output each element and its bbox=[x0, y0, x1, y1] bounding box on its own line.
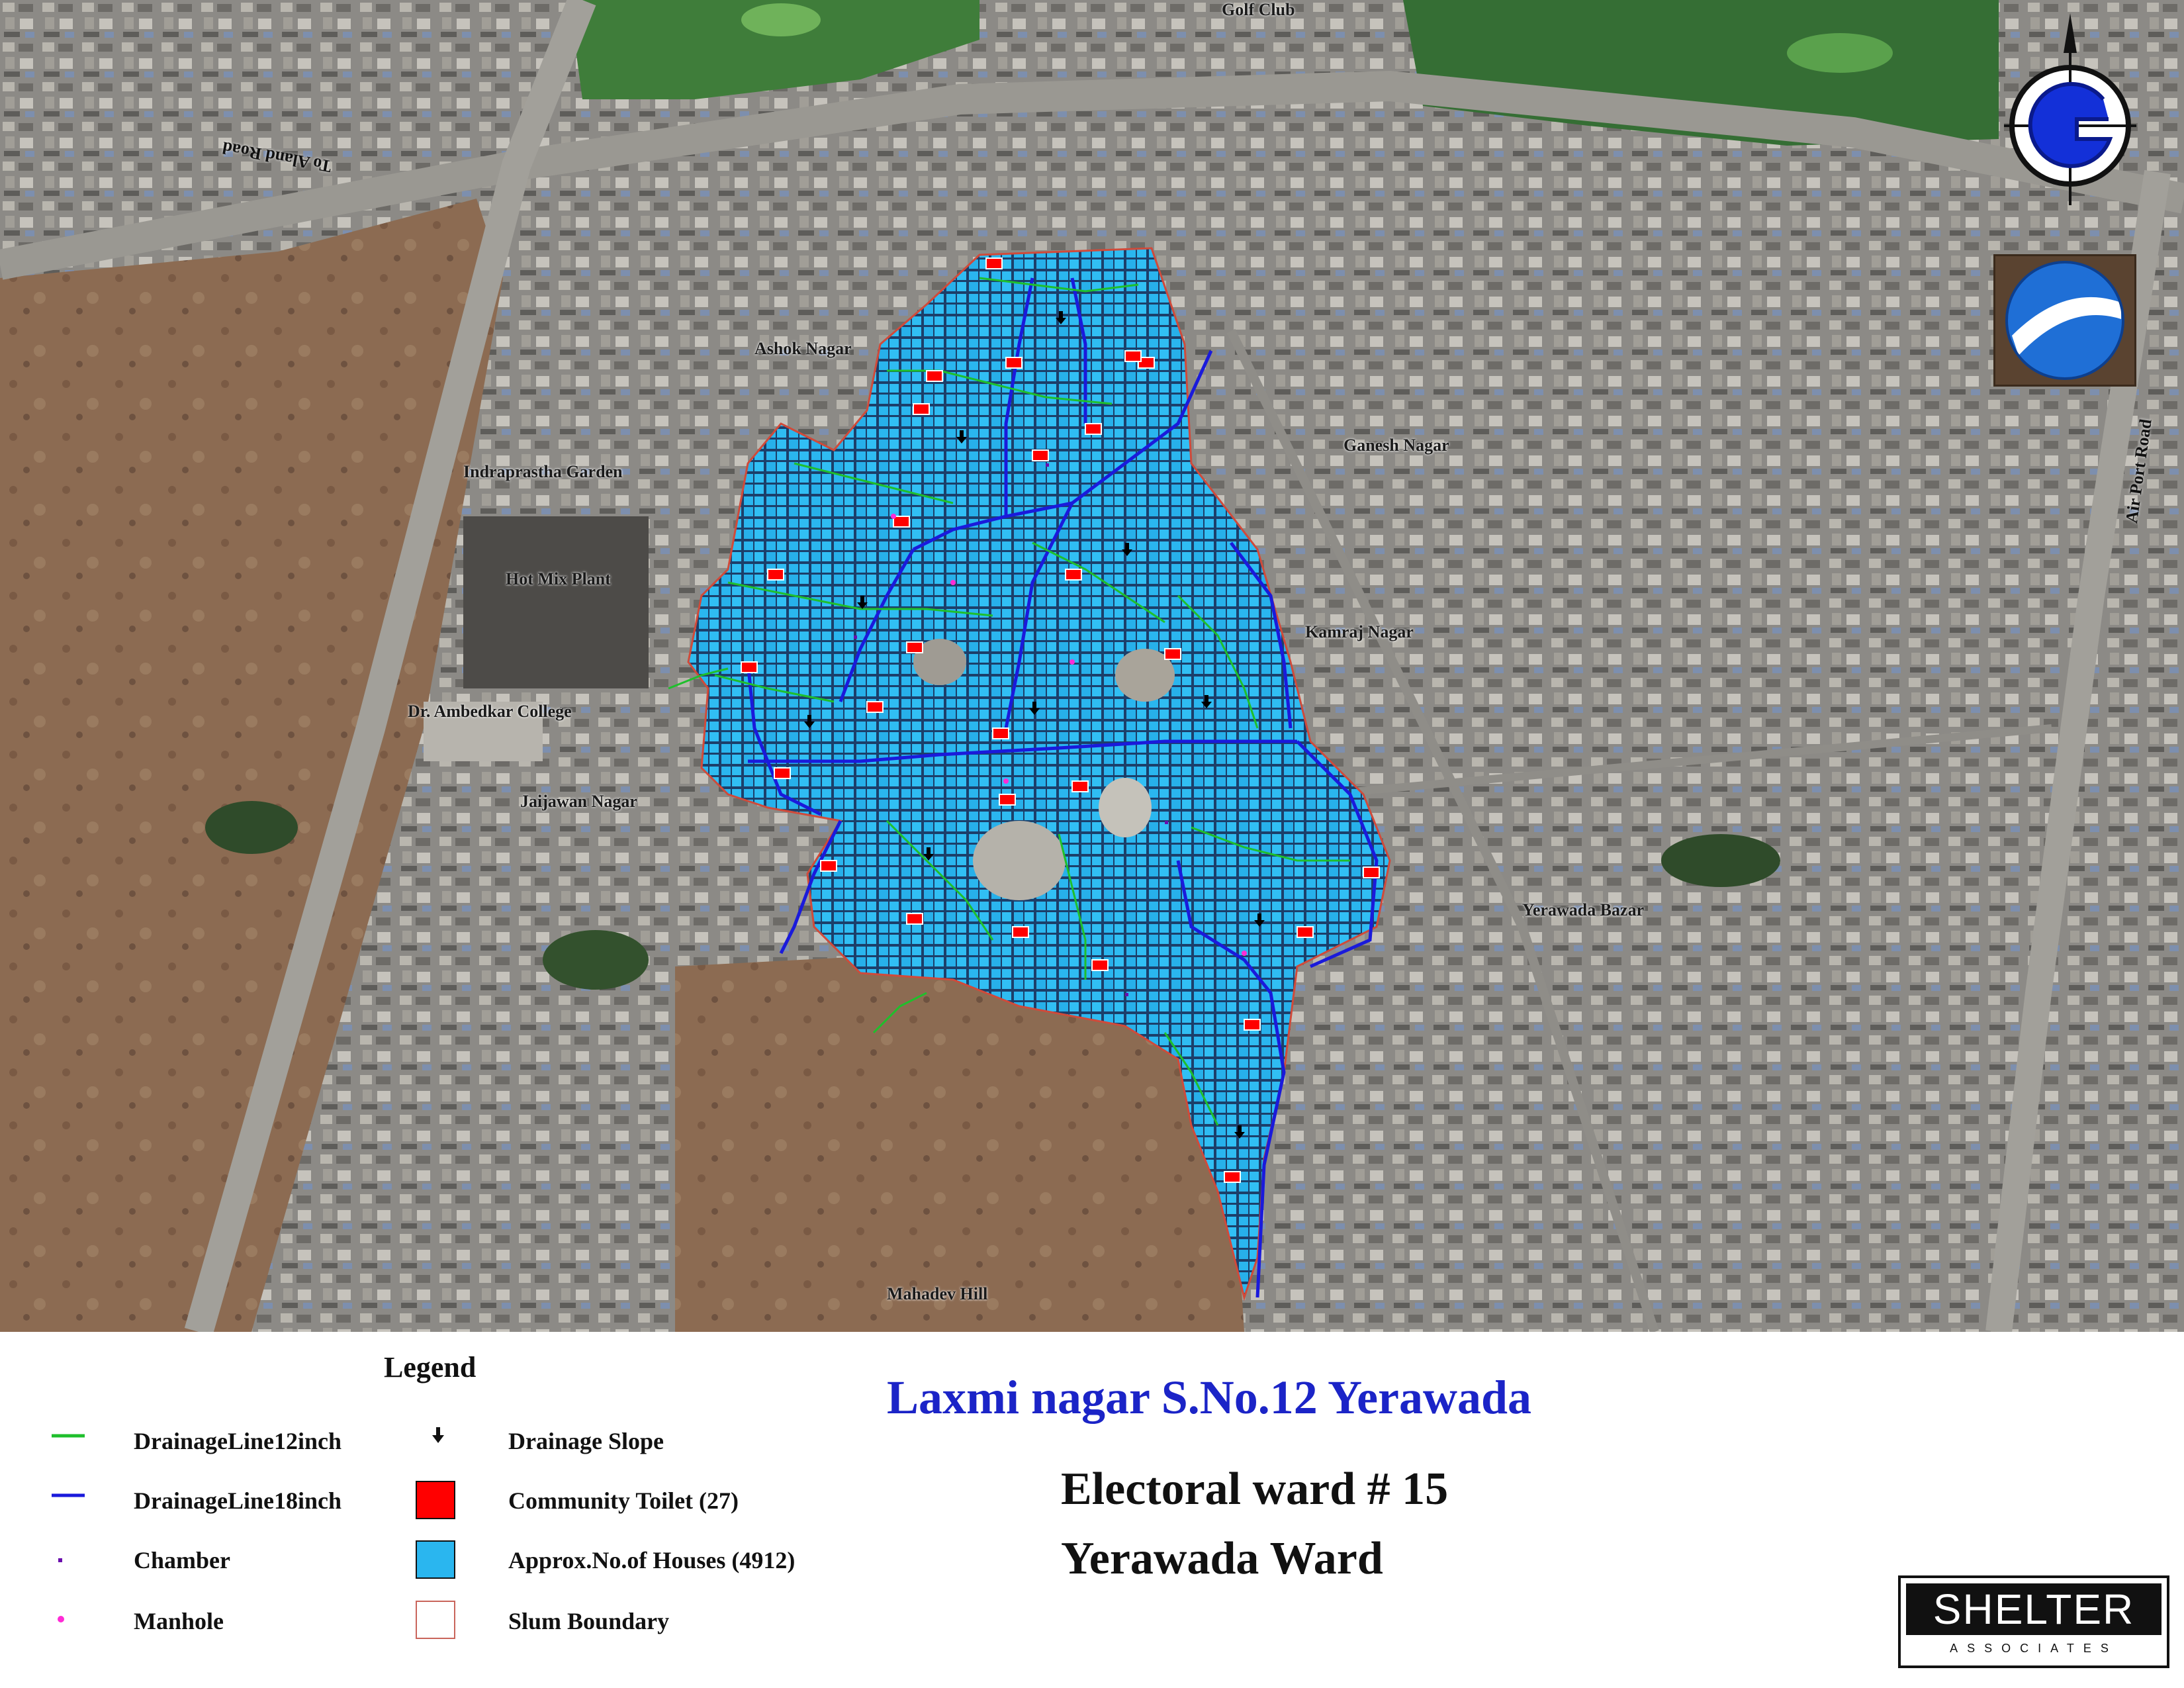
label-yerawada-bazar: Yerawada Bazar bbox=[1522, 900, 1645, 919]
logo-name: SHELTER bbox=[1906, 1583, 2161, 1635]
google-earth-icon bbox=[1993, 254, 2136, 387]
legend-title: Legend bbox=[384, 1351, 477, 1383]
legend-label-houses: Approx.No.of Houses (4912) bbox=[508, 1547, 796, 1573]
electoral-ward-label: Electoral ward # 15 bbox=[1061, 1464, 1449, 1515]
label-ganesh-nagar: Ganesh Nagar bbox=[1343, 436, 1449, 455]
houses-symbol bbox=[416, 1540, 455, 1579]
satellite-map[interactable]: Golf Club To Aland Road Ashok Nagar Indr… bbox=[0, 0, 2184, 1332]
label-hot-mix-plant: Hot Mix Plant bbox=[506, 569, 611, 588]
logo-sub: ASSOCIATES bbox=[1950, 1642, 2118, 1655]
manhole-symbol bbox=[58, 1616, 64, 1622]
legend-label-drainage18: DrainageLine18inch bbox=[134, 1487, 342, 1514]
label-indraprastha-garden: Indraprastha Garden bbox=[463, 462, 623, 481]
label-jaijawan-nagar: Jaijawan Nagar bbox=[520, 792, 637, 811]
slum-boundary-symbol bbox=[416, 1601, 455, 1639]
ward-name-label: Yerawada Ward bbox=[1061, 1533, 1383, 1584]
label-dr-ambedkar-college: Dr. Ambedkar College bbox=[408, 702, 572, 721]
label-mahadev-hill: Mahadev Hill bbox=[887, 1284, 988, 1303]
legend-label-manhole: Manhole bbox=[134, 1608, 224, 1634]
label-ashok-nagar: Ashok Nagar bbox=[754, 339, 852, 358]
map-title: Laxmi nagar S.No.12 Yerawada bbox=[887, 1371, 1532, 1424]
legend-panel bbox=[0, 1332, 2184, 1688]
legend-label-drainage-slope: Drainage Slope bbox=[508, 1428, 664, 1454]
shelter-associates-logo: SHELTER ASSOCIATES bbox=[1898, 1575, 2169, 1668]
drainage-18inch-symbol bbox=[52, 1493, 85, 1497]
legend-label-chamber: Chamber bbox=[134, 1547, 230, 1573]
legend-label-slum-boundary: Slum Boundary bbox=[508, 1608, 670, 1634]
slum-boundary bbox=[687, 247, 1391, 1301]
label-golf-club: Golf Club bbox=[1222, 0, 1295, 19]
legend-label-community-toilet: Community Toilet (27) bbox=[508, 1487, 739, 1514]
drainage-12inch-symbol bbox=[52, 1434, 85, 1438]
compass-rose-icon bbox=[2004, 13, 2136, 212]
map-canvas bbox=[0, 0, 2184, 1332]
chamber-symbol bbox=[58, 1558, 62, 1562]
community-toilet-symbol bbox=[416, 1481, 455, 1519]
drainage-slope-arrow-icon bbox=[432, 1427, 444, 1443]
legend-label-drainage12: DrainageLine12inch bbox=[134, 1428, 342, 1454]
label-kamraj-nagar: Kamraj Nagar bbox=[1305, 622, 1414, 641]
